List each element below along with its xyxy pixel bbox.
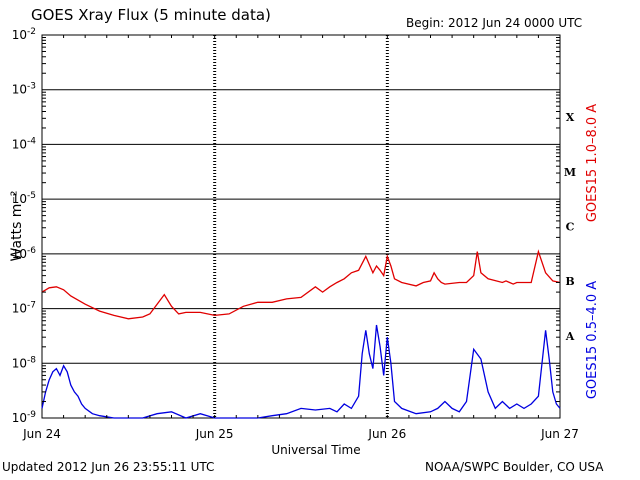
updated-timestamp: Updated 2012 Jun 26 23:55:11 UTC xyxy=(2,460,215,474)
y-tick-label: 10-3 xyxy=(12,82,36,97)
flare-class-label: C xyxy=(566,221,575,234)
y-tick-label: 10-4 xyxy=(12,136,37,151)
series-layer xyxy=(41,249,561,419)
legend-label-2: GOES15 0.5–4.0 A xyxy=(585,281,600,399)
flare-class-label: M xyxy=(564,166,576,179)
y-axis-label: Watts m⁻² xyxy=(9,191,25,262)
flare-class-label: X xyxy=(566,111,575,124)
grid-lines xyxy=(42,35,560,418)
y-tick-label: 10-8 xyxy=(12,355,37,370)
begin-date: Begin: 2012 Jun 24 0000 UTC xyxy=(406,16,583,30)
x-tick-label: Jun 25 xyxy=(195,427,234,441)
y-tick-label: 10-2 xyxy=(12,27,36,42)
plot-area xyxy=(41,34,561,419)
series-line-2 xyxy=(41,324,561,419)
y-tick-label: 10-5 xyxy=(12,191,36,206)
data-credit: NOAA/SWPC Boulder, CO USA xyxy=(425,460,604,474)
axis-layer: 10-9 10-8 10-7 10-6 10-5 10-4 10-3 10-2 Jun 24 Ju… xyxy=(12,27,600,441)
y-tick-label: 10-6 xyxy=(12,246,37,261)
legend-label-1: GOES15 1.0–8.0 A xyxy=(585,104,600,222)
x-axis-label: Universal Time xyxy=(271,443,360,457)
x-tick-label: Jun 24 xyxy=(22,427,61,441)
y-tick-label: 10-7 xyxy=(12,301,36,316)
x-tick-label: Jun 26 xyxy=(367,427,406,441)
flare-class-label: B xyxy=(565,275,574,288)
chart-title: GOES Xray Flux (5 minute data) xyxy=(31,6,271,24)
flare-class-label: A xyxy=(565,330,575,343)
x-tick-label: Jun 27 xyxy=(540,427,579,441)
y-tick-label: 10-9 xyxy=(12,410,37,425)
series-line-1 xyxy=(41,249,561,320)
